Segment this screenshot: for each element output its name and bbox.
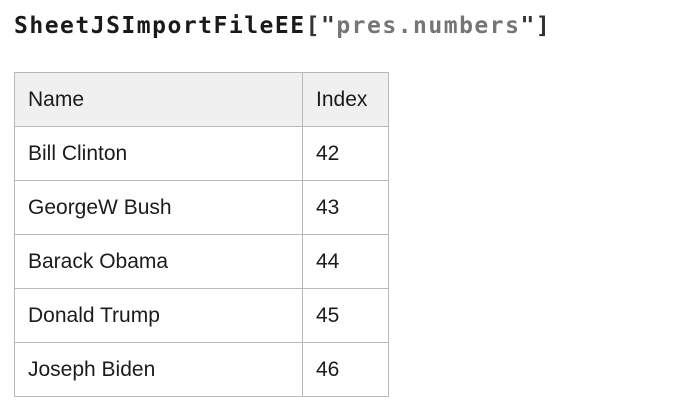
table-row: Joseph Biden 46	[14, 342, 389, 397]
page-title: SheetJSImportFileEE["pres.numbers"]	[0, 0, 684, 42]
title-object-name: SheetJSImportFileEE	[14, 13, 306, 39]
cell-name: Barack Obama	[14, 234, 303, 289]
column-header-index: Index	[302, 72, 389, 127]
table-row: Donald Trump 45	[14, 288, 389, 343]
cell-name: Donald Trump	[14, 288, 303, 343]
cell-name: Joseph Biden	[14, 342, 303, 397]
cell-index: 45	[302, 288, 389, 343]
title-file-name: pres.numbers	[336, 13, 521, 39]
column-header-name: Name	[14, 72, 303, 127]
cell-index: 44	[302, 234, 389, 289]
cell-index: 46	[302, 342, 389, 397]
title-bracket-open: ["	[305, 13, 337, 39]
cell-name: GeorgeW Bush	[14, 180, 303, 235]
table-header-row: Name Index	[14, 72, 389, 127]
cell-index: 43	[302, 180, 389, 235]
presidents-table: Name Index Bill Clinton 42 GeorgeW Bush …	[14, 72, 389, 397]
table-row: Barack Obama 44	[14, 234, 389, 289]
cell-name: Bill Clinton	[14, 126, 303, 181]
cell-index: 42	[302, 126, 389, 181]
table-row: GeorgeW Bush 43	[14, 180, 389, 235]
title-bracket-close: "]	[520, 13, 552, 39]
table-row: Bill Clinton 42	[14, 126, 389, 181]
